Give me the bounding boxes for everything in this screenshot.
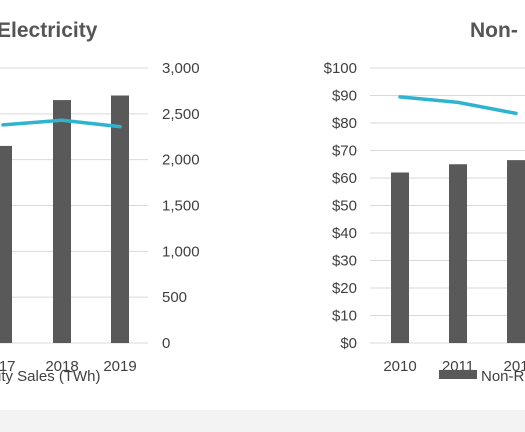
electricity-bars — [0, 95, 129, 343]
electricity-category-label: 2019 — [103, 358, 136, 375]
electricity-tick-label: 2,500 — [162, 106, 200, 123]
electricity-trend-line — [1, 118, 122, 129]
electricity-tick-label: 3,000 — [162, 60, 200, 77]
non-bars — [391, 160, 525, 343]
electricity-category-label: 017 — [0, 358, 16, 375]
electricity-bar-2017 — [0, 145, 12, 343]
non-tick-label: $70 — [332, 143, 357, 160]
non-bar-2012 — [507, 160, 525, 343]
non-tick-label: $0 — [340, 335, 357, 352]
non-category-label: 201 — [503, 358, 525, 375]
non-legend-swatch — [439, 370, 477, 379]
electricity-gridlines — [0, 67, 148, 344]
non-chart-title: Non- — [470, 19, 518, 42]
electricity-tick-label: 1,000 — [162, 243, 200, 260]
electricity-tick-label: 0 — [162, 335, 170, 352]
electricity-legend-text: ity Sales (TWh) — [0, 368, 101, 385]
non-category-label: 2010 — [383, 358, 416, 375]
non-tick-label: $30 — [332, 253, 357, 270]
non-tick-label: $20 — [332, 280, 357, 297]
non-tick-label: $80 — [332, 115, 357, 132]
electricity-right-axis-ticks: 0 500 1,000 1,500 2,000 2,500 3,000 — [162, 60, 200, 352]
electricity-tick-label: 2,000 — [162, 152, 200, 169]
non-tick-label: $10 — [332, 308, 357, 325]
non-trend-line — [398, 95, 518, 116]
electricity-bar-2018 — [53, 100, 71, 343]
non-tick-label: $60 — [332, 170, 357, 187]
non-tick-label: $40 — [332, 225, 357, 242]
non-tick-label: $100 — [324, 60, 357, 77]
non-bar-2010 — [391, 172, 409, 343]
non-tick-label: $90 — [332, 88, 357, 105]
non-legend-text: Non-R — [481, 368, 525, 385]
electricity-tick-label: 500 — [162, 289, 187, 306]
dual-chart-canvas: Electricity 0 500 1,000 1,500 2,000 2,500 3,00… — [0, 0, 525, 410]
electricity-category-labels: 017 2018 2019 — [0, 358, 137, 375]
electricity-chart-title: Electricity — [0, 19, 98, 42]
non-bar-2011 — [449, 164, 467, 343]
electricity-category-label: 2018 — [45, 358, 78, 375]
non-left-axis-ticks: $0 $10 $20 $30 $40 $50 $60 $70 $80 $90 $100 — [324, 60, 357, 352]
non-tick-label: $50 — [332, 198, 357, 215]
non-chart: Non- $0 $10 $20 $30 $40 $50 $60 $70 $80 $90 $100 2… — [324, 19, 525, 385]
electricity-tick-label: 1,500 — [162, 198, 200, 215]
electricity-bar-2019 — [111, 95, 129, 343]
electricity-chart: Electricity 0 500 1,000 1,500 2,000 2,500 3,00… — [0, 19, 200, 385]
